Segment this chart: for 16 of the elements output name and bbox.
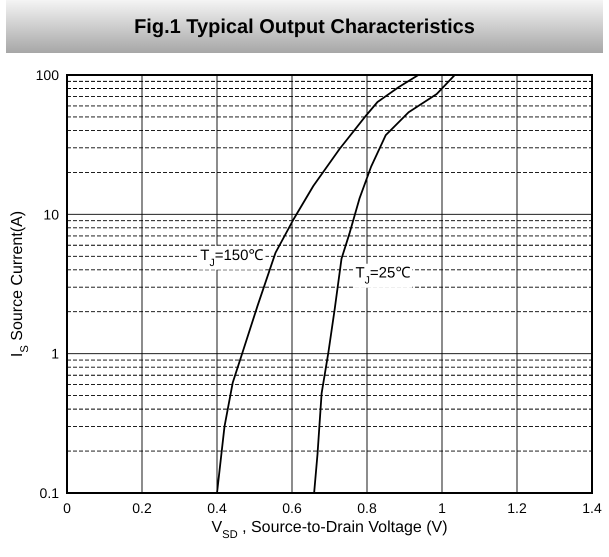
y-tick-label: 10 bbox=[43, 206, 60, 222]
y-tick-label: 0.1 bbox=[40, 485, 60, 501]
y-tick-label: 100 bbox=[36, 67, 60, 83]
x-tick-label: 1.2 bbox=[507, 500, 527, 516]
series-label: T$_{J}$=150℃ bbox=[200, 246, 264, 269]
x-tick-label: 1 bbox=[438, 500, 446, 516]
chart-title: Fig.1 Typical Output Characteristics bbox=[134, 16, 475, 38]
x-tick-label: 0.8 bbox=[357, 500, 377, 516]
x-tick-label: 0.2 bbox=[132, 500, 152, 516]
x-tick-label: 1.4 bbox=[582, 500, 602, 516]
x-tick-label: 0 bbox=[63, 500, 72, 516]
series-label: T$_{J}$=25℃ bbox=[356, 264, 410, 287]
x-tick-label: 0.6 bbox=[282, 500, 302, 516]
y-tick-label: 1 bbox=[51, 346, 60, 362]
x-tick-label: 0.4 bbox=[207, 500, 227, 516]
x-axis-title: V$_{SD}$ , Source-to-Drain Voltage (V) bbox=[211, 519, 448, 541]
